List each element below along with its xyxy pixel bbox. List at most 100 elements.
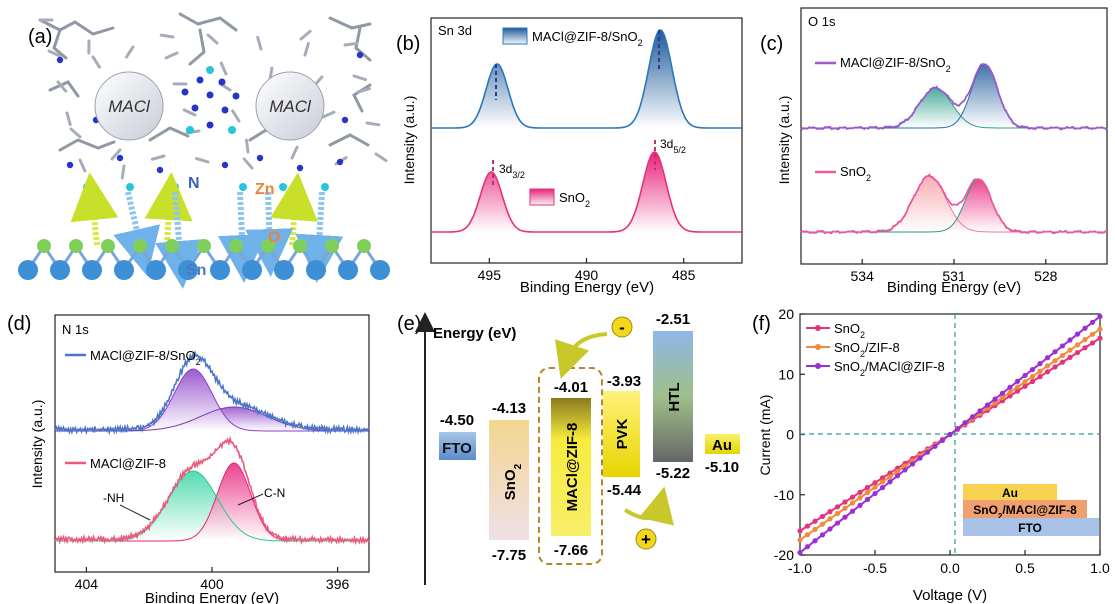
- panel-f-label: (f): [752, 313, 771, 335]
- hole-symbol: +: [641, 530, 651, 549]
- legend-label-mzs: MACl@ZIF-8/SnO2: [840, 55, 951, 74]
- zif-8-framework: [38, 12, 388, 191]
- panel-b-label: (b): [396, 33, 420, 55]
- level-macl-zif8-name: MACl@ZIF-8: [564, 423, 581, 512]
- n1s-spectra: [54, 349, 370, 546]
- annotation-cn: C-N: [264, 486, 285, 500]
- iv-point: [849, 500, 856, 506]
- iv-point: [849, 494, 856, 500]
- x-tick-label: 0.0: [940, 560, 960, 576]
- series-line-sno2: [800, 173, 1108, 235]
- iv-point: [812, 518, 818, 524]
- level-htl: [653, 331, 693, 462]
- panel-d-n1s: (d) N 1s Intensity (a.u.) Binding Energy…: [7, 313, 370, 604]
- framework-bond: [356, 87, 372, 94]
- spectrum-title: O 1s: [808, 14, 836, 29]
- framework-bond: [178, 12, 238, 32]
- n-atom: [221, 106, 229, 114]
- annotation-cn-pointer: [237, 493, 264, 506]
- zn-atom: [228, 126, 236, 134]
- iv-point: [804, 544, 811, 550]
- o-atom: [229, 239, 243, 253]
- framework-bond: [52, 28, 68, 60]
- iv-point: [909, 461, 916, 467]
- atom-label-zn: Zn: [255, 181, 275, 198]
- level-htl-name: HTL: [666, 382, 683, 411]
- x-ticks: 404 400 396: [75, 567, 349, 592]
- iv-point: [834, 520, 841, 526]
- iv-point: [1044, 355, 1051, 361]
- x-tick-label: 490: [575, 267, 599, 283]
- zn-o-interaction-arrow: [144, 172, 193, 246]
- level-htl-bottom: -5.22: [656, 465, 690, 482]
- x-tick-label: -0.5: [863, 560, 887, 576]
- x-tick-label: 400: [200, 576, 224, 592]
- x-tick-label: 495: [478, 267, 502, 283]
- framework-bond: [219, 61, 228, 76]
- iv-point: [819, 513, 826, 520]
- iv-point: [857, 502, 863, 508]
- level-au-bottom: -5.10: [705, 459, 739, 476]
- framework-bond: [352, 74, 367, 82]
- x-ticks: 495 490 485: [478, 258, 696, 283]
- o-atom: [293, 239, 307, 253]
- panel-a: (a) MACl MACl N Zn O Sn: [18, 12, 390, 289]
- x-axis-label: Voltage (V): [913, 587, 987, 604]
- framework-bond: [120, 164, 126, 180]
- framework-bond: [47, 49, 62, 58]
- device-layer-mid-label: SnO2/MACl@ZIF-8: [973, 503, 1077, 521]
- legend-label-mzs: MACl@ZIF-8/SnO2: [532, 29, 643, 48]
- iv-point: [819, 532, 826, 538]
- iv-point: [1074, 331, 1081, 337]
- iv-point: [1007, 393, 1013, 399]
- framework-bond: [290, 145, 299, 160]
- peak-label-3d32: 3d3/2: [499, 162, 525, 180]
- iv-point: [1067, 354, 1073, 360]
- iv-point: [984, 402, 991, 408]
- iv-point: [1082, 345, 1088, 351]
- level-au: [705, 434, 740, 454]
- level-fto: [439, 432, 476, 460]
- framework-bond: [321, 110, 336, 119]
- n-atom: [232, 92, 240, 100]
- iv-point: [1037, 361, 1043, 367]
- iv-point: [879, 485, 886, 491]
- axis-ticks: -1.0 -0.5 0.0 0.5 1.0 20 10 0 -10 -20: [774, 306, 1110, 576]
- iv-point: [872, 480, 878, 486]
- y-tick-label: 20: [778, 306, 794, 322]
- level-macl-zif8: [551, 398, 591, 536]
- zn-o-interaction-arrow: [70, 172, 119, 246]
- framework-bond: [374, 152, 388, 163]
- framework-bond: [124, 45, 135, 59]
- sn-atom: [274, 260, 294, 280]
- framework-bond: [48, 80, 80, 98]
- iv-point: [1037, 368, 1043, 374]
- n-atom: [196, 76, 204, 84]
- framework-bond: [328, 133, 370, 147]
- panel-a-label: (a): [28, 26, 52, 48]
- macl-molecule-1: [94, 71, 164, 141]
- iv-point: [902, 467, 908, 473]
- sn-atom: [178, 260, 198, 280]
- o-atom: [165, 239, 179, 253]
- device-layer-au: [963, 484, 1057, 500]
- iv-point: [1089, 331, 1096, 337]
- level-sno2: [489, 420, 529, 540]
- sno2-substrate: [18, 239, 390, 280]
- level-fto-name: FTO: [442, 440, 472, 457]
- iv-point: [977, 408, 983, 414]
- framework-bond: [206, 33, 219, 45]
- x-tick-label: 534: [851, 268, 875, 284]
- framework-bond: [65, 111, 72, 127]
- framework-bond: [256, 35, 263, 51]
- n-atom: [341, 116, 349, 124]
- electron-transfer-arrow: [554, 332, 608, 379]
- o-atom: [197, 239, 211, 253]
- panel-d-label: (d): [7, 313, 31, 335]
- iv-point: [969, 414, 976, 420]
- o-atom: [133, 239, 147, 253]
- o-atom: [101, 239, 115, 253]
- x-tick-label: 485: [672, 267, 696, 283]
- o1s-spectra: [800, 63, 1108, 235]
